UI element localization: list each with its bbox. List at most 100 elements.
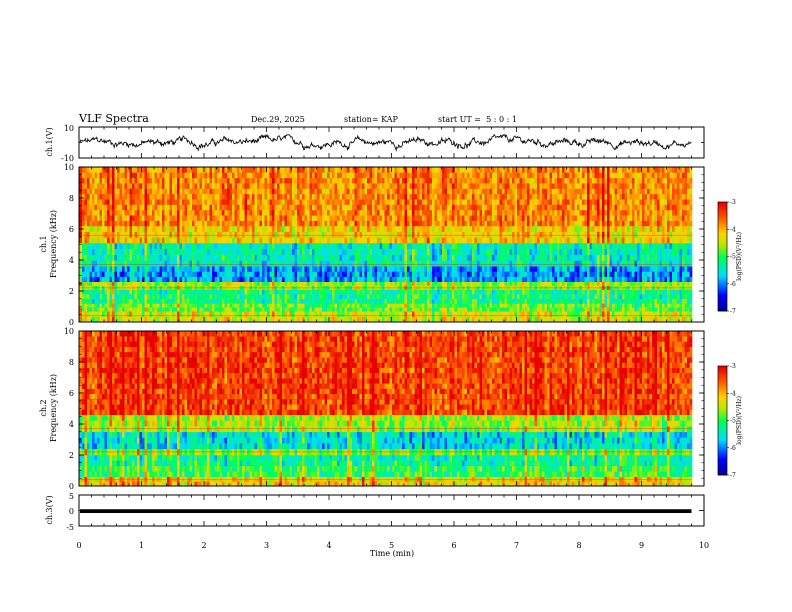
- spectrogram-cell: [122, 316, 125, 323]
- spectrogram-cell: [287, 209, 290, 216]
- spectrogram-cell: [427, 294, 430, 299]
- spectrogram-cell: [427, 303, 430, 308]
- spectrogram-cell: [422, 225, 425, 232]
- spectrogram-cell: [224, 298, 228, 304]
- spectrogram-cell: [444, 260, 448, 267]
- spectrogram-cell: [182, 316, 185, 323]
- spectrogram-cell: [457, 220, 460, 227]
- spectrogram-cell: [229, 193, 233, 200]
- spectrogram-cell: [452, 193, 455, 200]
- spectrogram-cell: [344, 167, 348, 173]
- spectrogram-cell: [314, 276, 318, 282]
- spectrogram-cell: [412, 276, 415, 282]
- spectrogram-cell: [429, 281, 433, 286]
- spectrogram-cell: [424, 177, 428, 184]
- spectrogram-cell: [194, 266, 198, 272]
- spectrogram-cell: [224, 266, 228, 272]
- spectrogram-cell: [339, 271, 343, 277]
- spectrogram-cell: [427, 220, 430, 227]
- spectrogram-cell: [219, 303, 223, 308]
- spectrogram-cell: [319, 276, 323, 282]
- spectrogram-cell: [397, 172, 400, 179]
- spectrogram-cell: [394, 167, 398, 173]
- spectrogram-cell: [352, 311, 355, 317]
- spectrogram-cell: [167, 220, 170, 227]
- spectrogram-cell: [249, 294, 253, 299]
- spectrogram-cell: [407, 307, 410, 312]
- spectrogram-cell: [354, 298, 358, 304]
- spectrogram-cell: [309, 307, 313, 312]
- spectrogram-cell: [252, 177, 255, 184]
- spectrogram-cell: [257, 248, 260, 255]
- spectrogram-cell: [124, 242, 128, 249]
- spectrogram-cell: [84, 298, 88, 304]
- spectrogram-cell: [249, 237, 253, 244]
- spectrogram-cell: [299, 248, 303, 255]
- spectrogram-cell: [409, 248, 413, 255]
- spectrogram-cell: [179, 289, 183, 295]
- spectrogram-cell: [284, 183, 288, 189]
- spectrogram-cell: [342, 183, 345, 189]
- spectrogram-cell: [377, 167, 380, 173]
- spectrogram-cell: [442, 242, 445, 249]
- spectrogram-cell: [174, 199, 178, 205]
- spectrogram-cell: [347, 303, 350, 308]
- spectrogram-cell: [379, 167, 383, 173]
- spectrogram-cell: [307, 167, 310, 173]
- spectrogram-cell: [439, 204, 443, 211]
- spectrogram-cell: [417, 303, 420, 308]
- spectrogram-cell: [459, 281, 463, 286]
- spectrogram-cell: [382, 199, 385, 205]
- spectrogram-cell: [302, 289, 305, 295]
- spectrogram-cell: [404, 271, 408, 277]
- spectrogram-cell: [159, 215, 163, 221]
- spectrogram-cell: [297, 204, 300, 211]
- spectrogram-cell: [259, 193, 263, 200]
- spectrogram-cell: [359, 193, 363, 200]
- spectrogram-cell: [172, 281, 175, 286]
- spectrogram-cell: [357, 215, 360, 221]
- spectrogram-cell: [369, 188, 373, 195]
- spectrogram-cell: [139, 172, 143, 179]
- spectrogram-cell: [162, 294, 165, 299]
- spectrogram-cell: [444, 311, 448, 317]
- spectrogram-cell: [279, 276, 283, 282]
- spectrogram-cell: [112, 172, 115, 179]
- spectrogram-cell: [87, 298, 90, 304]
- spectrogram-cell: [182, 242, 185, 249]
- spectrogram-cell: [129, 294, 133, 299]
- spectrogram-cell: [154, 271, 158, 277]
- spectrogram-cell: [392, 220, 395, 227]
- spectrogram-cell: [389, 316, 393, 323]
- spectrogram-cell: [162, 167, 165, 173]
- spectrogram-cell: [99, 266, 103, 272]
- spectrogram-cell: [147, 220, 150, 227]
- spectrogram-cell: [432, 307, 435, 312]
- spectrogram-cell: [267, 289, 270, 295]
- spectrogram-cell: [234, 281, 238, 286]
- spectrogram-cell: [272, 242, 275, 249]
- spectrogram-cell: [267, 204, 270, 211]
- spectrogram-cell: [124, 237, 128, 244]
- spectrogram-cell: [222, 167, 225, 173]
- spectrogram-cell: [202, 289, 205, 295]
- spectrogram-cell: [94, 254, 98, 261]
- spectrogram-cell: [374, 204, 378, 211]
- spectrogram-cell: [267, 298, 270, 304]
- spectrogram-cell: [234, 260, 238, 267]
- spectrogram-cell: [117, 183, 120, 189]
- spectrogram-cell: [429, 231, 433, 238]
- spectrogram-cell: [102, 193, 105, 200]
- spectrogram-cell: [337, 231, 340, 238]
- spectrogram-cell: [172, 199, 175, 205]
- spectrogram-cell: [404, 248, 408, 255]
- spectrogram-cell: [399, 199, 403, 205]
- spectrogram-cell: [187, 193, 190, 200]
- spectrogram-cell: [292, 177, 295, 184]
- spectrogram-cell: [267, 316, 270, 323]
- spectrogram-cell: [99, 183, 103, 189]
- spectrogram-cell: [274, 177, 278, 184]
- spectrogram-cell: [294, 289, 298, 295]
- spectrogram-cell: [277, 271, 280, 277]
- spectrogram-cell: [282, 260, 285, 267]
